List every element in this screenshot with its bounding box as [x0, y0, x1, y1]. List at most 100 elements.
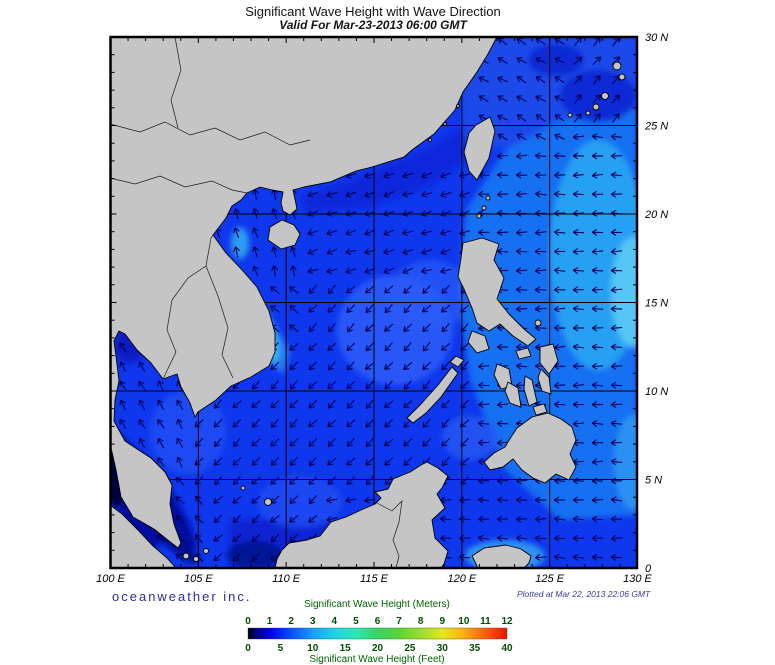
- wave-arrow: [269, 305, 280, 313]
- wave-arrow: [610, 190, 623, 198]
- wave-arrow: [610, 515, 623, 523]
- wave-arrow: [591, 553, 604, 561]
- wave-arrow: [364, 496, 376, 504]
- land-taiwan: [463, 116, 496, 181]
- wave-arrow: [213, 476, 223, 486]
- wave-arrow: [346, 437, 355, 447]
- wave-arrow: [515, 496, 528, 504]
- wave-arrow: [345, 191, 357, 198]
- wave-arrow: [365, 419, 375, 428]
- wave-arrow: [515, 305, 528, 313]
- wave-arrow: [591, 458, 604, 466]
- wave-arrow: [610, 228, 623, 236]
- wave-arrow: [213, 457, 223, 466]
- wave-arrow: [232, 418, 242, 428]
- wave-arrow: [477, 362, 490, 370]
- wave-arrow: [572, 343, 585, 351]
- wave-arrow: [441, 438, 450, 447]
- wave-arrow: [610, 171, 623, 179]
- wave-arrow: [251, 552, 261, 562]
- wave-arrow: [534, 305, 547, 313]
- land-busuanga: [449, 355, 465, 368]
- wave-arrow: [346, 361, 355, 371]
- wave-arrow: [327, 361, 336, 371]
- wave-arrow: [611, 56, 621, 66]
- wave-arrow: [534, 267, 547, 275]
- wave-arrow: [232, 552, 242, 562]
- land-coastal-islet: [456, 104, 460, 108]
- colorbar-meters-tick: 7: [396, 616, 402, 627]
- wave-arrow: [534, 534, 547, 542]
- wave-arrow: [289, 456, 298, 467]
- wave-arrow: [289, 342, 299, 351]
- wave-arrow: [308, 495, 317, 505]
- patch-gulfthailand-bright: [150, 390, 226, 474]
- wave-arrow: [345, 229, 357, 236]
- wave-arrow: [157, 419, 165, 429]
- wave-arrow: [308, 514, 318, 523]
- wave-arrow: [270, 533, 280, 543]
- wave-arrow: [554, 133, 565, 140]
- wave-arrow: [440, 172, 452, 179]
- wave-arrow: [572, 362, 585, 370]
- wave-arrow: [175, 496, 185, 505]
- wave-arrow: [251, 380, 261, 390]
- patch-sulu-light: [442, 416, 498, 460]
- wave-arrow: [270, 361, 280, 371]
- wave-arrow: [572, 534, 585, 542]
- wave-arrow: [572, 553, 585, 561]
- colorbar-meters-tick: 6: [375, 616, 381, 627]
- wave-arrow: [307, 248, 319, 255]
- wave-arrow: [175, 553, 185, 563]
- wave-arrow: [612, 113, 620, 123]
- wave-arrow: [289, 286, 299, 294]
- wave-arrow: [326, 496, 338, 504]
- wave-arrow: [496, 515, 509, 523]
- wave-arrow: [346, 304, 356, 313]
- wave-arrow: [327, 380, 337, 390]
- wave-arrow: [421, 190, 433, 198]
- wave-arrow: [138, 361, 146, 372]
- wave-arrow: [610, 362, 623, 370]
- wave-arrow: [534, 553, 547, 561]
- wave-arrow: [591, 228, 604, 236]
- wave-arrow: [477, 401, 490, 408]
- wave-arrow: [591, 401, 604, 408]
- wave-arrow: [194, 457, 204, 466]
- colorbar-meters-tick: 1: [267, 616, 273, 627]
- wave-arrow: [591, 515, 604, 523]
- wave-arrow: [157, 457, 165, 467]
- wave-arrow: [591, 324, 604, 332]
- wave-arrow: [365, 304, 374, 314]
- wave-arrow: [384, 285, 394, 294]
- wave-arrow: [213, 495, 223, 504]
- wave-arrow: [496, 496, 509, 504]
- colorbar-meters-tick: 5: [353, 616, 359, 627]
- wave-arrow: [422, 418, 431, 428]
- wave-arrow: [402, 229, 414, 236]
- wave-arrow: [478, 76, 489, 83]
- wave-arrow: [439, 515, 452, 523]
- wave-arrow: [119, 361, 127, 372]
- y-axis-label: 20 N: [644, 209, 668, 221]
- wave-arrow: [232, 514, 242, 524]
- wave-arrow: [403, 342, 412, 352]
- wave-arrow: [553, 343, 566, 351]
- wave-arrow: [441, 418, 450, 429]
- wave-arrow: [497, 76, 508, 83]
- wave-arrow: [572, 496, 585, 504]
- wave-arrow: [535, 57, 546, 64]
- land-samar: [539, 343, 559, 375]
- wave-arrow: [327, 304, 337, 313]
- land-ryukyu-island: [592, 103, 600, 111]
- wave-arrow: [534, 515, 547, 523]
- wave-arrow: [271, 246, 278, 258]
- wave-arrow: [364, 229, 376, 236]
- wave-arrow: [553, 190, 566, 198]
- wave-arrow: [403, 323, 413, 332]
- wave-arrow: [364, 267, 376, 275]
- land-riau-island: [182, 552, 190, 560]
- wave-arrow: [422, 323, 431, 333]
- wave-arrow: [119, 418, 127, 429]
